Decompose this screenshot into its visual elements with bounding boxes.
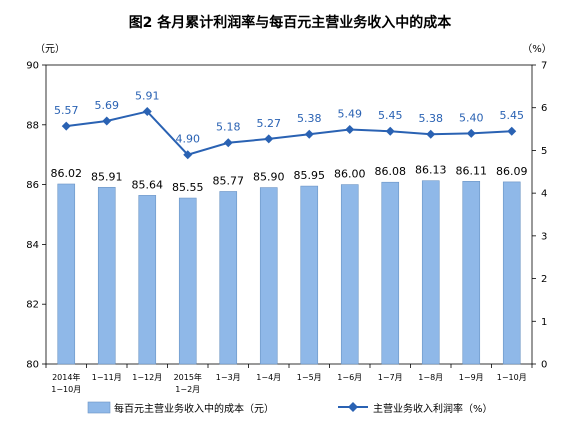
right-axis-unit: （%） (522, 43, 552, 55)
x-tick-label: 1−6月 (337, 373, 362, 382)
x-tick-label: 1−4月 (256, 373, 281, 382)
right-tick-label: 7 (541, 61, 547, 72)
left-tick-label: 84 (26, 240, 39, 251)
line-point (264, 134, 274, 144)
bar (462, 181, 481, 365)
chart-title: 图2 各月累计利润率与每百元主营业务收入中的成本 (129, 14, 453, 31)
left-tick-label: 82 (26, 300, 39, 311)
bar-value-label: 86.08 (375, 165, 407, 178)
line-value-label: 5.91 (135, 90, 160, 103)
bar (421, 180, 440, 365)
right-tick-label: 0 (541, 360, 547, 371)
line-data-labels: 5.57 5.69 5.91 4.90 5.18 5.27 5.38 5.49 5.45 5.38… (54, 90, 524, 146)
line-point (466, 128, 476, 138)
bar (57, 183, 76, 365)
x-tick-label: 1−5月 (297, 373, 322, 382)
right-tick-label: 3 (541, 231, 547, 242)
bar-value-label: 86.02 (51, 167, 83, 180)
x-tick-label: 2015年 (174, 372, 202, 382)
right-axis: 0 1 2 3 4 5 6 7 (532, 61, 547, 371)
right-tick-label: 2 (541, 274, 547, 285)
x-tick-label: 1−8月 (418, 373, 443, 382)
bar-data-labels: 86.02 85.91 85.64 85.55 85.77 85.90 85.95 86.00… (51, 164, 528, 194)
bar (381, 181, 400, 365)
right-tick-label: 6 (541, 103, 547, 114)
bar (340, 184, 359, 365)
bar-value-label: 85.77 (213, 174, 245, 187)
line-point (183, 150, 193, 160)
line-value-label: 5.45 (500, 109, 525, 122)
bar-value-label: 85.95 (294, 169, 326, 182)
line-series (61, 107, 517, 160)
bar-value-label: 86.11 (456, 164, 488, 177)
bar-value-label: 85.64 (132, 178, 164, 191)
x-tick-label: 1−10月 (497, 373, 527, 382)
legend-bar-label: 每百元主营业务收入中的成本（元） (114, 402, 274, 415)
bar-series (57, 180, 521, 365)
bar (97, 186, 116, 365)
bar (259, 187, 278, 365)
left-axis: 80 82 84 86 88 90 (26, 61, 46, 371)
left-tick-label: 90 (26, 61, 39, 72)
line-point (223, 138, 233, 148)
line-point (61, 121, 71, 131)
x-tick-label: 1−12月 (132, 373, 162, 382)
x-tick-label: 2014年 (52, 372, 80, 382)
line-value-label: 5.45 (378, 109, 403, 122)
line-point (142, 107, 152, 117)
x-tick-label: 1−11月 (92, 373, 122, 382)
left-tick-label: 86 (26, 180, 39, 191)
line-value-label: 4.90 (176, 133, 201, 146)
bar (502, 181, 521, 365)
line-point (304, 129, 314, 139)
right-tick-label: 1 (541, 317, 547, 328)
right-tick-label: 5 (541, 146, 547, 157)
bar-value-label: 86.09 (496, 165, 528, 178)
line-point (426, 129, 436, 139)
left-tick-label: 80 (26, 360, 39, 371)
bar-value-label: 85.90 (253, 171, 285, 184)
x-tick-label: 1−2月 (175, 385, 200, 394)
x-tick-label: 1−7月 (378, 373, 403, 382)
x-axis-labels: 2014年 1−10月 1−11月 1−12月 2015年 1−2月 1−3月 1−4月 1−5… (45, 364, 533, 394)
line-value-label: 5.27 (257, 117, 282, 130)
line-path (66, 110, 512, 156)
bar (138, 195, 157, 365)
bar-value-label: 85.91 (91, 170, 123, 183)
bar-value-label: 85.55 (172, 181, 204, 194)
left-axis-unit: （元） (35, 43, 65, 55)
line-value-label: 5.38 (419, 112, 444, 125)
legend-line-marker (348, 402, 358, 412)
left-tick-label: 88 (26, 120, 39, 131)
line-value-label: 5.38 (297, 112, 322, 125)
x-tick-label: 1−9月 (459, 373, 484, 382)
bar (219, 191, 238, 365)
line-point (385, 126, 395, 136)
bar-value-label: 86.13 (415, 164, 447, 177)
x-tick-label: 1−10月 (51, 385, 81, 394)
bar (178, 197, 197, 365)
line-value-label: 5.57 (54, 104, 79, 117)
legend: 每百元主营业务收入中的成本（元） 主营业务收入利润率（%） (87, 401, 493, 415)
x-tick-label: 1−3月 (216, 373, 241, 382)
line-value-label: 5.69 (95, 99, 120, 112)
bar (300, 185, 319, 365)
right-tick-label: 4 (541, 189, 547, 200)
line-value-label: 5.40 (459, 111, 484, 124)
bar-value-label: 86.00 (334, 168, 366, 181)
legend-bar-swatch (87, 401, 111, 414)
line-value-label: 5.18 (216, 121, 241, 134)
line-point (102, 116, 112, 126)
legend-line-label: 主营业务收入利润率（%） (373, 402, 493, 415)
line-point (345, 124, 355, 134)
line-point (507, 126, 517, 136)
line-value-label: 5.49 (338, 107, 363, 120)
